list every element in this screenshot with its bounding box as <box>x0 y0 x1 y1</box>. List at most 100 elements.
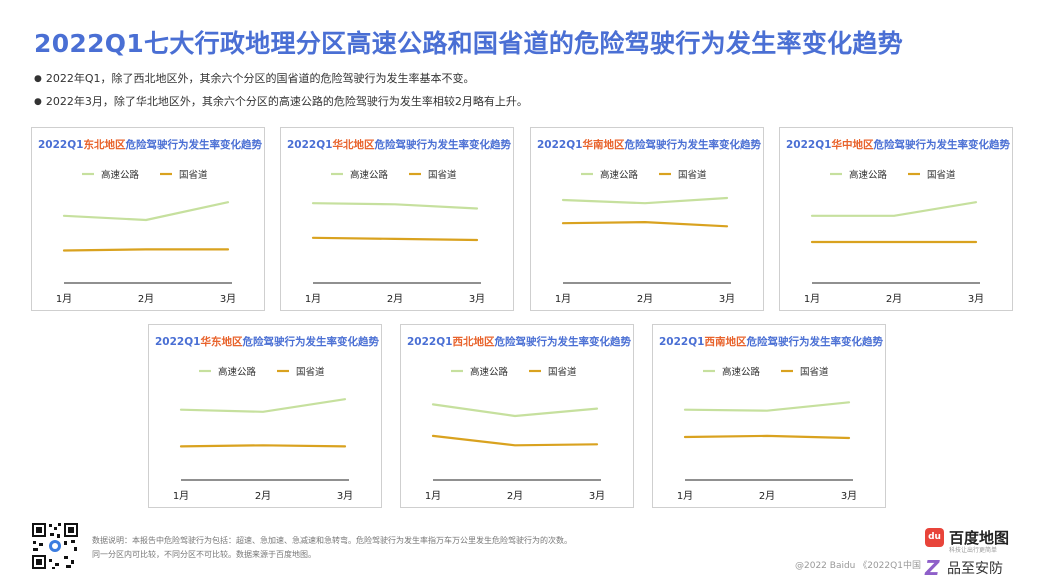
chart-region-name: 东北地区 <box>83 138 125 151</box>
chart-region-name: 华东地区 <box>200 335 242 348</box>
chart-title: 2022Q1西南地区危险驾驶行为发生率变化趋势 <box>659 335 883 348</box>
chart-title: 2022Q1华东地区危险驾驶行为发生率变化趋势 <box>155 335 379 348</box>
x-tick-label: 3月 <box>589 490 605 502</box>
key-findings: 2022年Q1，除了西北地区外，其余六个分区的国省道的危险驾驶行为发生率基本不变… <box>34 72 528 118</box>
legend-label: 国省道 <box>800 366 829 378</box>
chart-title-part: 2022Q1 <box>407 336 452 348</box>
legend-label: 高速公路 <box>600 169 639 181</box>
chart-title-part: 危险驾驶行为发生率变化趋势 <box>241 335 379 348</box>
chart-title-part: 危险驾驶行为发生率变化趋势 <box>373 138 511 151</box>
legend-label: 高速公路 <box>350 169 389 181</box>
series-line <box>311 236 479 242</box>
chart-title: 2022Q1东北地区危险驾驶行为发生率变化趋势 <box>38 138 262 151</box>
x-tick-label: 3月 <box>719 293 735 305</box>
series-line <box>683 401 851 412</box>
map-pin-icon: du <box>925 528 944 547</box>
chart-title: 2022Q1华南地区危险驾驶行为发生率变化趋势 <box>537 138 761 151</box>
legend-label: 高速公路 <box>722 366 761 378</box>
chart-region-name: 西南地区 <box>704 335 746 348</box>
chart-title-part: 2022Q1 <box>38 139 83 151</box>
x-tick-label: 1月 <box>173 490 189 502</box>
x-tick-label: 2月 <box>886 293 902 305</box>
region-chart: 2022Q1华中地区危险驾驶行为发生率变化趋势高速公路 国省道 1月 2月 3月 <box>779 127 1013 311</box>
x-tick-label: 1月 <box>555 293 571 305</box>
chart-title-part: 危险驾驶行为发生率变化趋势 <box>872 138 1010 151</box>
legend-label: 国省道 <box>179 169 208 181</box>
series-line <box>179 398 347 413</box>
qr-code-icon <box>30 521 80 571</box>
chart-title-part: 危险驾驶行为发生率变化趋势 <box>493 335 631 348</box>
series-line <box>683 434 851 440</box>
region-chart: 2022Q1华南地区危险驾驶行为发生率变化趋势高速公路 国省道 1月 2月 3月 <box>530 127 764 311</box>
chart-title-part: 2022Q1 <box>537 139 582 151</box>
x-tick-label: 3月 <box>968 293 984 305</box>
series-line <box>561 196 729 205</box>
legend-label: 国省道 <box>927 169 956 181</box>
x-tick-label: 2月 <box>138 293 154 305</box>
chart-title: 2022Q1华北地区危险驾驶行为发生率变化趋势 <box>287 138 511 151</box>
x-tick-label: 2月 <box>387 293 403 305</box>
page-title: 2022Q1七大行政地理分区高速公路和国省道的危险驾驶行为发生率变化趋势 <box>34 29 904 58</box>
chart-region-name: 西北地区 <box>452 335 494 348</box>
chart-region-name: 华南地区 <box>582 138 624 151</box>
series-line <box>561 220 729 228</box>
x-tick-label: 3月 <box>337 490 353 502</box>
finding-bullet: 2022年Q1，除了西北地区外，其余六个分区的国省道的危险驾驶行为发生率基本不变… <box>34 72 528 95</box>
chart-title-part: 2022Q1 <box>155 336 200 348</box>
series-line <box>431 403 599 418</box>
series-line <box>179 444 347 448</box>
legend-label: 国省道 <box>678 169 707 181</box>
legend-label: 国省道 <box>428 169 457 181</box>
chart-region-name: 华中地区 <box>831 138 873 151</box>
chart-title-part: 危险驾驶行为发生率变化趋势 <box>745 335 883 348</box>
data-note: 同一分区内可比较，不同分区不可比较。数据来源于百度地图。 <box>92 550 316 559</box>
watermark: Z 品至安防 <box>925 556 1025 582</box>
chart-region-name: 华北地区 <box>332 138 374 151</box>
series-line <box>62 201 230 222</box>
region-chart: 2022Q1华北地区危险驾驶行为发生率变化趋势高速公路 国省道 1月 2月 3月 <box>280 127 514 311</box>
series-line <box>311 202 479 210</box>
x-tick-label: 1月 <box>425 490 441 502</box>
finding-bullet: 2022年3月，除了华北地区外，其余六个分区的高速公路的危险驾驶行为发生率相较2… <box>34 95 528 118</box>
x-tick-label: 2月 <box>255 490 271 502</box>
logo-text: 百度地图 <box>949 529 1010 547</box>
logo-subtitle: 科技让出行更简单 <box>949 547 998 554</box>
copyright-text: @2022 Baidu 《2022Q1中国 <box>795 561 921 571</box>
x-tick-label: 1月 <box>804 293 820 305</box>
legend-label: 高速公路 <box>218 366 257 378</box>
legend-label: 高速公路 <box>101 169 140 181</box>
chart-title: 2022Q1西北地区危险驾驶行为发生率变化趋势 <box>407 335 631 348</box>
watermark-text: 品至安防 <box>947 561 1003 577</box>
region-chart: 2022Q1华东地区危险驾驶行为发生率变化趋势高速公路 国省道 1月 2月 3月 <box>148 324 382 508</box>
legend-label: 国省道 <box>296 366 325 378</box>
region-chart: 2022Q1西北地区危险驾驶行为发生率变化趋势高速公路 国省道 1月 2月 3月 <box>400 324 634 508</box>
legend-label: 国省道 <box>548 366 577 378</box>
x-tick-label: 3月 <box>220 293 236 305</box>
x-tick-label: 2月 <box>759 490 775 502</box>
series-line <box>810 201 978 217</box>
chart-title-part: 2022Q1 <box>786 139 831 151</box>
watermark-mark: Z <box>925 556 940 580</box>
chart-title: 2022Q1华中地区危险驾驶行为发生率变化趋势 <box>786 138 1010 151</box>
x-tick-label: 1月 <box>56 293 72 305</box>
data-note: 数据说明：本报告中危险驾驶行为包括：超速、急加速、急减速和急转弯。危险驾驶行为发… <box>92 536 572 545</box>
chart-title-part: 危险驾驶行为发生率变化趋势 <box>124 138 262 151</box>
region-chart: 2022Q1西南地区危险驾驶行为发生率变化趋势 高速公路 国省道 1月 2月 3月 <box>652 324 886 508</box>
chart-title-part: 2022Q1 <box>287 139 332 151</box>
x-tick-label: 3月 <box>841 490 857 502</box>
chart-title-part: 2022Q1 <box>659 336 704 348</box>
legend-label: 高速公路 <box>470 366 509 378</box>
x-tick-label: 1月 <box>305 293 321 305</box>
series-line <box>62 248 230 252</box>
x-tick-label: 2月 <box>637 293 653 305</box>
x-tick-label: 3月 <box>469 293 485 305</box>
x-tick-label: 2月 <box>507 490 523 502</box>
legend-label: 高速公路 <box>849 169 888 181</box>
